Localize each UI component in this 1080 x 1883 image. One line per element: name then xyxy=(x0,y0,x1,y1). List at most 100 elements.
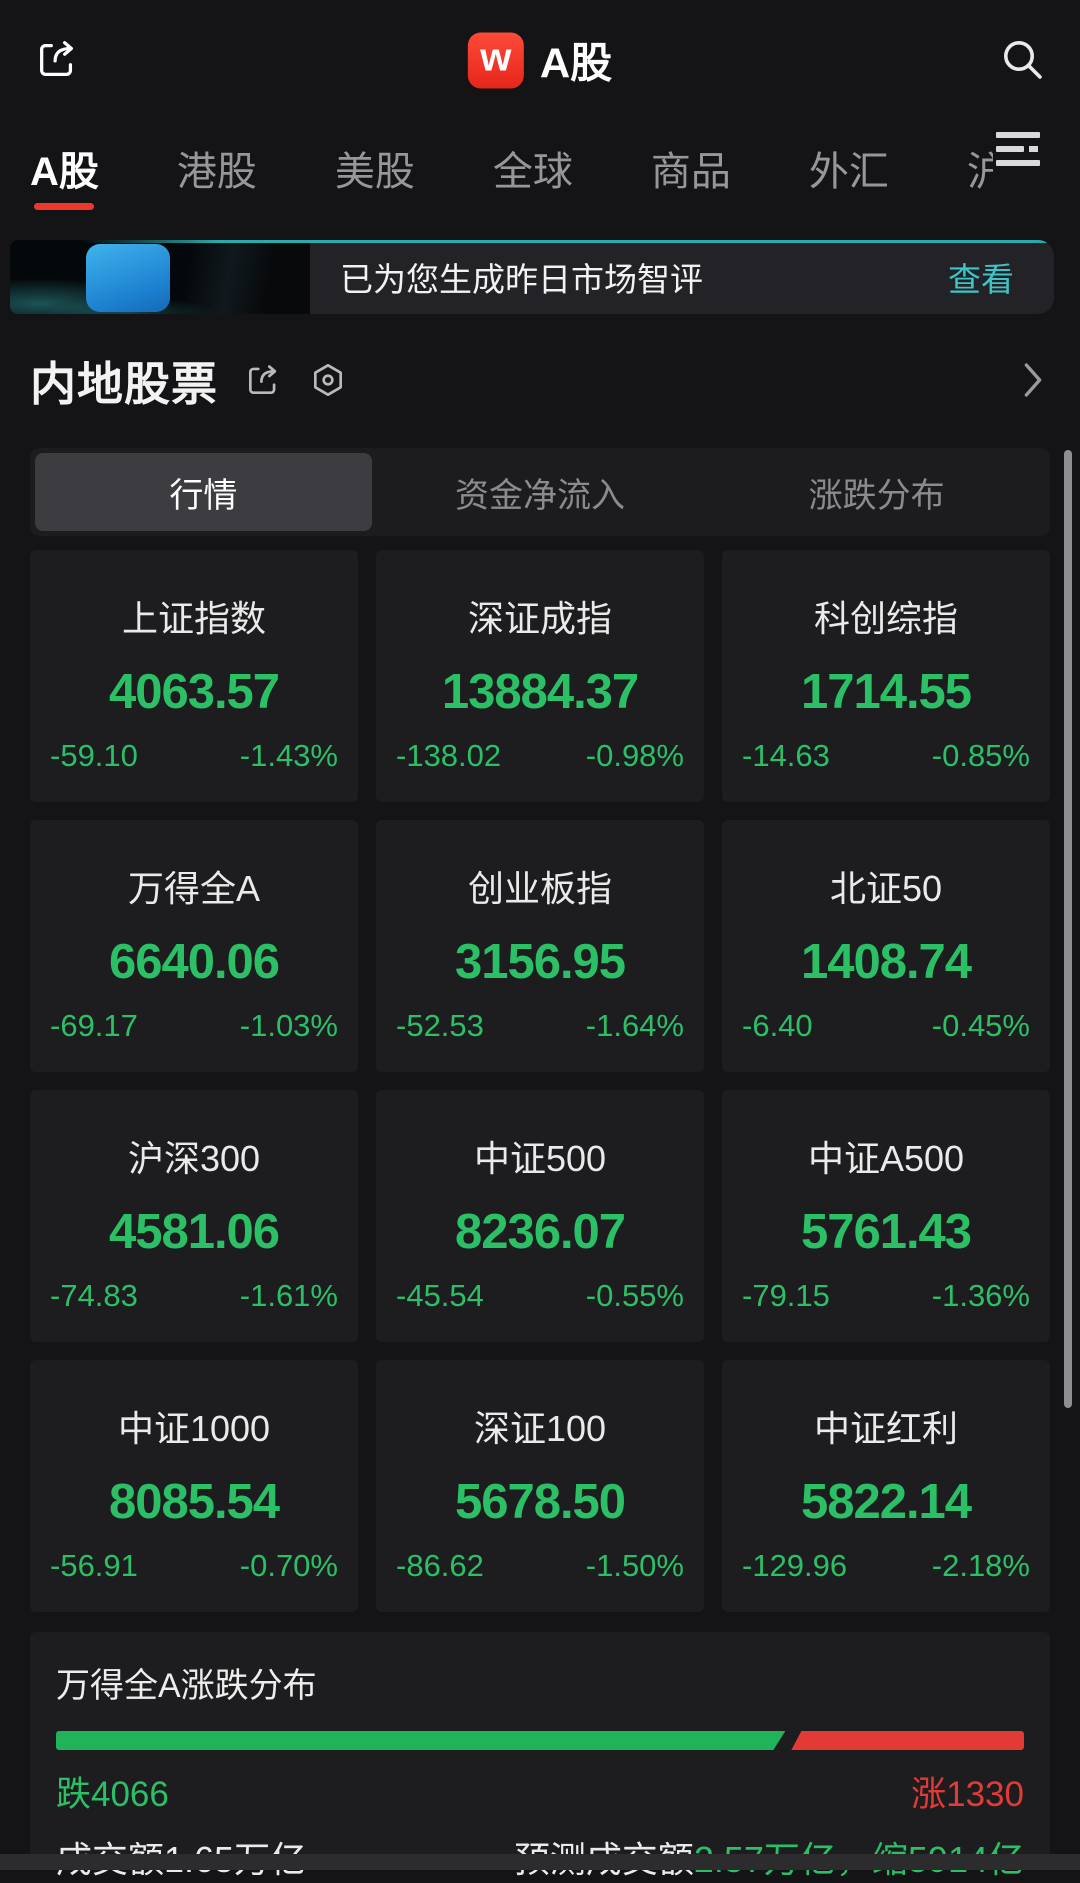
advance-decline-bar xyxy=(56,1731,1024,1750)
index-pct: -0.55% xyxy=(585,1278,684,1313)
advancers-count: 涨1330 xyxy=(911,1775,1024,1814)
index-card[interactable]: 中证A500 5761.43 -79.15 -1.36% xyxy=(722,1090,1050,1342)
view-subtab[interactable]: 资金净流入 xyxy=(372,453,709,531)
index-value: 13884.37 xyxy=(441,665,639,719)
ai-report-badge xyxy=(86,244,170,312)
index-card[interactable]: 创业板指 3156.95 -52.53 -1.64% xyxy=(376,820,704,1072)
view-subtab[interactable]: 涨跌分布 xyxy=(708,453,1045,531)
index-grid: 上证指数 4063.57 -59.10 -1.43% 深证成指 13884.37… xyxy=(30,550,1050,1612)
index-pct: -1.43% xyxy=(239,738,338,773)
wind-logo: w xyxy=(467,32,524,88)
index-card[interactable]: 深证成指 13884.37 -138.02 -0.98% xyxy=(376,550,704,802)
section-settings-button[interactable] xyxy=(308,360,348,403)
index-name: 沪深300 xyxy=(127,1138,261,1179)
index-card[interactable]: 科创综指 1714.55 -14.63 -0.85% xyxy=(722,550,1050,802)
index-pct: -0.98% xyxy=(585,738,684,773)
index-pct: -1.50% xyxy=(585,1548,684,1583)
index-card[interactable]: 万得全A 6640.06 -69.17 -1.03% xyxy=(30,820,358,1072)
index-pct: -0.70% xyxy=(239,1548,338,1583)
index-value: 8236.07 xyxy=(454,1205,626,1259)
index-card[interactable]: 北证50 1408.74 -6.40 -0.45% xyxy=(722,820,1050,1072)
index-value: 5822.14 xyxy=(800,1475,972,1529)
page-scrollbar[interactable] xyxy=(1064,450,1072,1408)
index-change: -45.54 xyxy=(396,1278,484,1313)
index-change: -59.10 xyxy=(50,738,138,773)
down-bar xyxy=(56,1731,785,1750)
section-more-button[interactable] xyxy=(1016,360,1050,403)
distribution-title: 万得全A涨跌分布 xyxy=(56,1667,317,1705)
menu-icon xyxy=(996,132,1040,166)
market-tab[interactable]: 商品 xyxy=(651,120,731,216)
market-tabbar: A股 港股 美股 全球 商品 外汇 沪 xyxy=(0,120,1080,216)
index-value: 1714.55 xyxy=(800,665,972,719)
decliners-count: 跌4066 xyxy=(56,1775,169,1814)
index-name: 中证红利 xyxy=(813,1408,958,1449)
index-pct: -1.64% xyxy=(585,1008,684,1043)
index-value: 4063.57 xyxy=(108,665,280,719)
index-pct: -1.61% xyxy=(239,1278,338,1313)
app-header: w A股 xyxy=(0,0,1080,120)
index-change: -14.63 xyxy=(742,738,830,773)
index-pct: -2.18% xyxy=(931,1548,1030,1583)
index-name: 北证50 xyxy=(829,868,943,909)
index-card[interactable]: 沪深300 4581.06 -74.83 -1.61% xyxy=(30,1090,358,1342)
up-bar xyxy=(791,1731,1024,1750)
index-pct: -1.36% xyxy=(931,1278,1030,1313)
settings-icon xyxy=(308,360,348,403)
index-change: -52.53 xyxy=(396,1008,484,1043)
index-value: 6640.06 xyxy=(108,935,280,989)
index-name: 中证A500 xyxy=(807,1138,965,1179)
chevron-right-icon xyxy=(1016,360,1050,403)
share-icon xyxy=(244,361,282,402)
index-change: -69.17 xyxy=(50,1008,138,1043)
index-pct: -0.45% xyxy=(931,1008,1030,1043)
index-value: 5761.43 xyxy=(800,1205,972,1259)
market-tab[interactable]: 沪 xyxy=(967,120,993,216)
search-button[interactable] xyxy=(998,35,1046,86)
app-title-group: w A股 xyxy=(467,30,613,91)
index-pct: -0.85% xyxy=(931,738,1030,773)
index-card[interactable]: 中证500 8236.07 -45.54 -0.55% xyxy=(376,1090,704,1342)
index-change: -56.91 xyxy=(50,1548,138,1583)
page-title: A股 xyxy=(539,39,613,87)
index-change: -129.96 xyxy=(742,1548,848,1583)
index-card[interactable]: 上证指数 4063.57 -59.10 -1.43% xyxy=(30,550,358,802)
index-card[interactable]: 中证1000 8085.54 -56.91 -0.70% xyxy=(30,1360,358,1612)
index-value: 3156.95 xyxy=(454,935,626,989)
index-name: 创业板指 xyxy=(467,868,612,909)
next-section-peek xyxy=(0,1854,1080,1870)
index-change: -6.40 xyxy=(742,1008,813,1043)
banner-view-button[interactable]: 查看 xyxy=(948,253,1014,301)
index-change: -86.62 xyxy=(396,1548,484,1583)
share-icon xyxy=(34,36,80,85)
index-change: -138.02 xyxy=(396,738,502,773)
index-change: -79.15 xyxy=(742,1278,830,1313)
search-icon xyxy=(998,35,1046,86)
share-button[interactable] xyxy=(34,36,80,85)
tab-menu-button[interactable] xyxy=(996,132,1040,166)
distribution-card[interactable]: 万得全A涨跌分布 跌4066 涨1330 成交额1.65万亿 预测成交额2.57… xyxy=(30,1632,1050,1880)
index-name: 中证1000 xyxy=(117,1408,271,1449)
market-tab[interactable]: A股 xyxy=(30,120,99,216)
ai-report-banner[interactable]: 已为您生成昨日市场智评 查看 xyxy=(10,240,1054,314)
index-pct: -1.03% xyxy=(239,1008,338,1043)
index-name: 深证100 xyxy=(473,1408,607,1449)
market-tab[interactable]: 美股 xyxy=(335,120,415,216)
index-change: -74.83 xyxy=(50,1278,138,1313)
index-name: 万得全A xyxy=(127,868,260,909)
index-card[interactable]: 深证100 5678.50 -86.62 -1.50% xyxy=(376,1360,704,1612)
section-title: 内地股票 xyxy=(30,358,218,410)
index-name: 科创综指 xyxy=(813,598,958,639)
market-tab[interactable]: 外汇 xyxy=(809,120,889,216)
market-tab[interactable]: 港股 xyxy=(177,120,257,216)
index-card[interactable]: 中证红利 5822.14 -129.96 -2.18% xyxy=(722,1360,1050,1612)
section-share-button[interactable] xyxy=(244,361,282,402)
index-name: 中证500 xyxy=(473,1138,607,1179)
banner-message: 已为您生成昨日市场智评 xyxy=(340,261,703,298)
index-value: 8085.54 xyxy=(108,1475,280,1529)
view-subtab[interactable]: 行情 xyxy=(35,453,372,531)
index-value: 4581.06 xyxy=(108,1205,280,1259)
index-value: 5678.50 xyxy=(454,1475,626,1529)
market-tab[interactable]: 全球 xyxy=(493,120,573,216)
index-name: 深证成指 xyxy=(467,598,612,639)
